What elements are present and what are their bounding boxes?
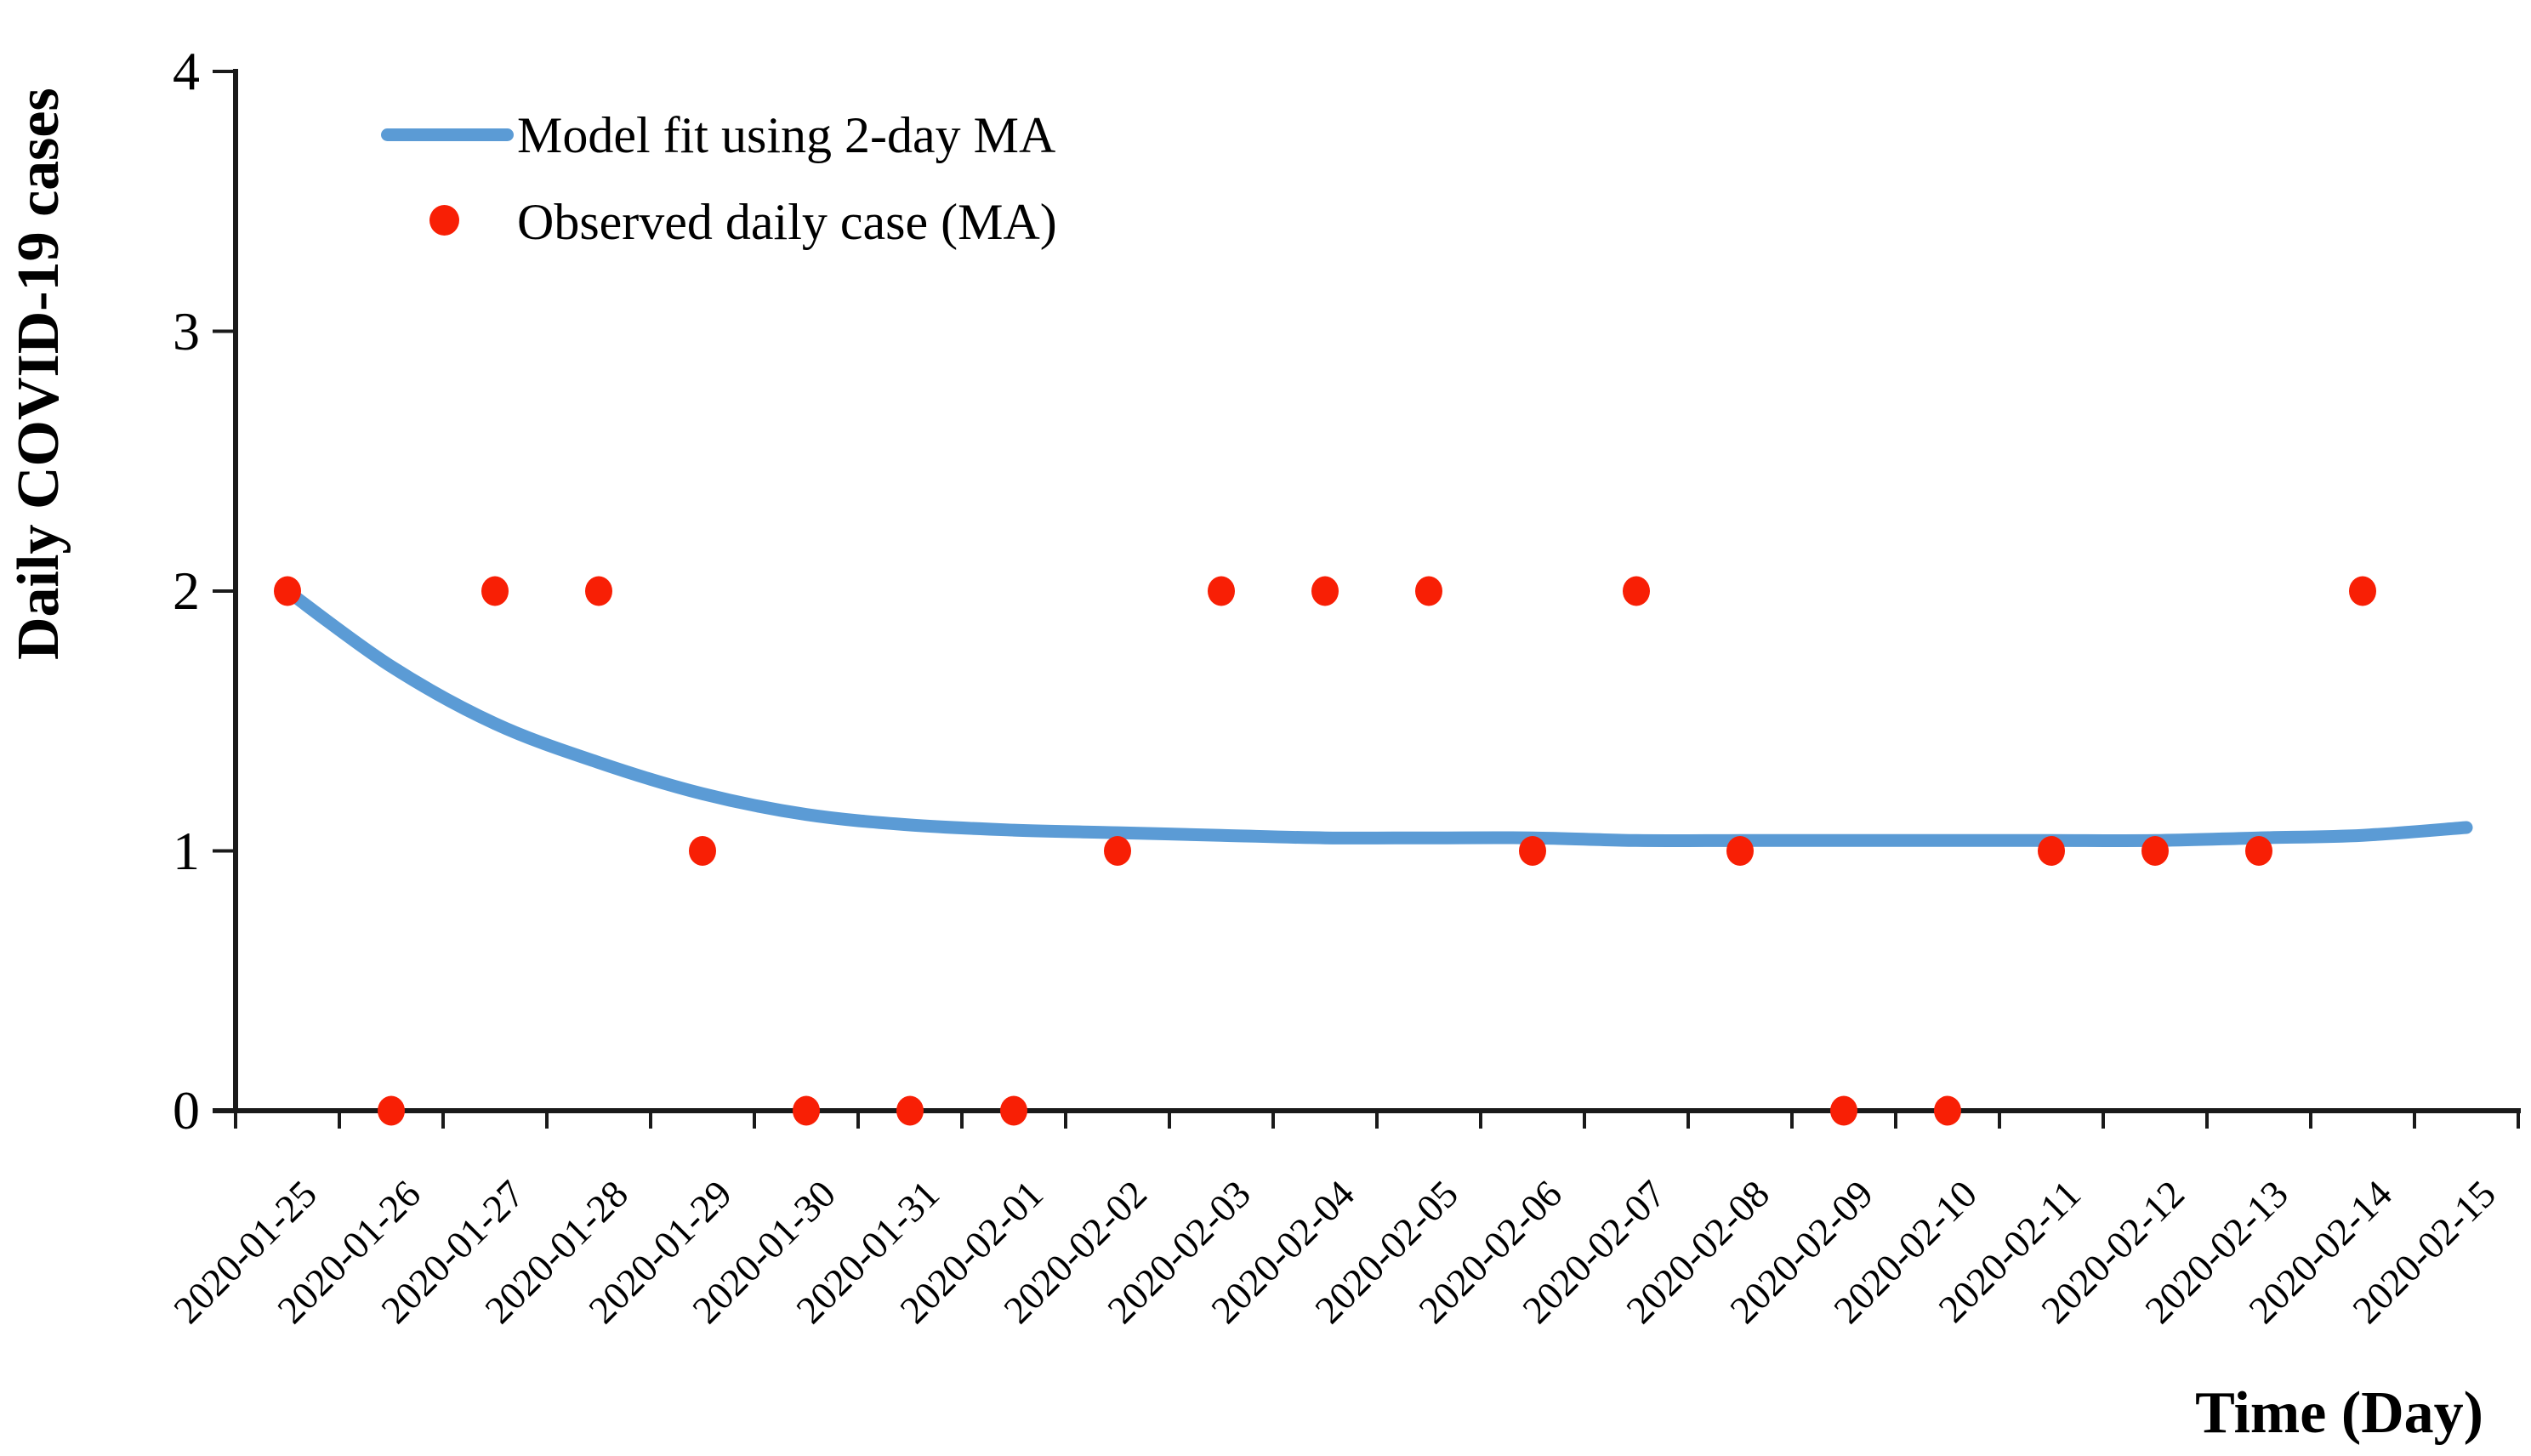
y-tick-label: 2 — [173, 560, 200, 621]
observed-point — [378, 1095, 405, 1126]
observed-point — [2038, 836, 2065, 866]
observed-point — [481, 576, 509, 606]
model-fit-line — [281, 584, 2473, 848]
legend-label-model: Model fit using 2-day MA — [517, 107, 1056, 163]
observed-point — [2245, 836, 2272, 866]
y-tick-label: 3 — [173, 300, 200, 361]
observed-point — [1415, 576, 1442, 606]
observed-point — [1830, 1095, 1857, 1126]
legend-label-observed: Observed daily case (MA) — [517, 194, 1057, 250]
observed-point — [2141, 836, 2169, 866]
legend-observed-dot-swatch — [429, 205, 459, 236]
observed-point — [896, 1095, 924, 1126]
observed-point — [1104, 836, 1131, 866]
observed-point — [793, 1095, 820, 1126]
observed-point — [1934, 1095, 1961, 1126]
observed-point — [1000, 1095, 1027, 1126]
observed-point — [585, 576, 612, 606]
y-tick-label: 0 — [173, 1080, 200, 1140]
x-axis-title: Time (Day) — [2195, 1380, 2483, 1446]
observed-point — [1519, 836, 1546, 866]
observed-point — [1208, 576, 1235, 606]
y-tick-label: 4 — [173, 41, 200, 101]
observed-point — [1311, 576, 1339, 606]
observed-point — [1726, 836, 1754, 866]
observed-point — [1623, 576, 1650, 606]
observed-point — [689, 836, 716, 866]
legend-model-line-swatch — [381, 128, 514, 141]
y-tick-label: 1 — [173, 820, 200, 881]
observed-point — [274, 576, 301, 606]
observed-point — [2349, 576, 2376, 606]
